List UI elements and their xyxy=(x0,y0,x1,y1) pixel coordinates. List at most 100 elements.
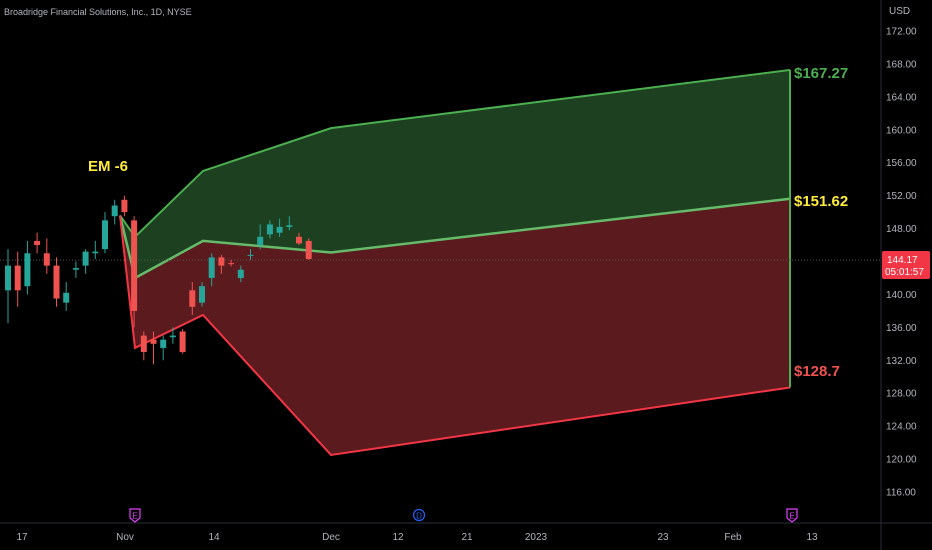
dividend-marker-icon xyxy=(412,508,426,522)
candle-body xyxy=(160,339,167,348)
candle-body xyxy=(169,335,176,338)
candle-body xyxy=(34,240,41,246)
y-tick-label: 172.00 xyxy=(886,27,917,38)
event-marker: E xyxy=(786,508,798,523)
candle-body xyxy=(218,257,225,266)
candle-body xyxy=(237,269,244,278)
x-tick-label: 13 xyxy=(806,532,818,543)
candle-body xyxy=(305,240,312,260)
upper-target-label: $167.27 xyxy=(794,65,848,82)
candle-body xyxy=(43,253,50,266)
candle xyxy=(228,259,235,267)
event-marker-letter: E xyxy=(789,512,794,521)
y-tick-label: 120.00 xyxy=(886,455,917,466)
x-tick-label: 12 xyxy=(392,532,404,543)
y-tick-label: 168.00 xyxy=(886,59,917,70)
candle xyxy=(218,254,225,274)
candle xyxy=(102,212,108,254)
candle-body xyxy=(63,292,70,303)
y-tick-label: 156.00 xyxy=(886,158,917,169)
candle xyxy=(286,216,293,231)
candle-body xyxy=(14,265,21,291)
candle-body xyxy=(257,236,264,246)
mid-band-line xyxy=(118,197,791,280)
y-tick-label: 124.00 xyxy=(886,422,917,433)
lower-band-line xyxy=(119,215,791,457)
price-tag-countdown: 05:01:57 xyxy=(885,267,924,278)
candle-body xyxy=(150,339,157,344)
candle xyxy=(14,251,21,307)
candlestick-series xyxy=(5,195,312,365)
candle xyxy=(63,282,70,311)
event-marker-letter: E xyxy=(132,512,137,521)
y-tick-label: 128.00 xyxy=(886,389,917,400)
price-tag-background xyxy=(882,251,930,279)
chart-title: Broadridge Financial Solutions, Inc., 1D… xyxy=(4,7,192,17)
expected-move-label: EM -6 xyxy=(88,158,128,175)
y-tick-label: 140.00 xyxy=(886,290,917,301)
candle-body xyxy=(53,265,60,299)
candle xyxy=(257,224,264,250)
event-marker: D xyxy=(412,508,426,522)
candle-body xyxy=(228,263,235,265)
candle xyxy=(92,240,99,260)
y-tick-label: 152.00 xyxy=(886,191,917,202)
candle xyxy=(169,327,176,344)
upper-band-line xyxy=(119,68,791,239)
x-tick-label: 14 xyxy=(208,532,220,543)
candle xyxy=(111,199,118,225)
candle-body xyxy=(102,220,108,250)
candle-body xyxy=(140,335,147,353)
y-tick-label: 148.00 xyxy=(886,224,917,235)
candle-body xyxy=(276,226,283,233)
candle-body xyxy=(111,205,118,217)
x-tick-label: 23 xyxy=(657,532,669,543)
lower-band-fill xyxy=(120,198,790,455)
y-tick-label: 132.00 xyxy=(886,356,917,367)
candle xyxy=(131,216,138,328)
candle xyxy=(160,335,167,361)
y-tick-label: 160.00 xyxy=(886,125,917,136)
event-marker-letter: D xyxy=(416,512,422,521)
candle-body xyxy=(121,199,128,213)
candle-body xyxy=(296,236,302,244)
candle xyxy=(43,238,50,274)
candle xyxy=(208,253,215,287)
candle xyxy=(276,218,283,237)
candle xyxy=(150,331,157,365)
candle-body xyxy=(286,225,293,227)
candle xyxy=(296,232,302,246)
candle-body xyxy=(5,265,11,291)
y-tick-label: 136.00 xyxy=(886,323,917,334)
x-tick-label: 17 xyxy=(16,532,28,543)
currency-label: USD xyxy=(889,6,910,17)
candle-body xyxy=(72,268,79,270)
candle-body xyxy=(131,220,138,311)
candle xyxy=(121,195,128,217)
candle xyxy=(34,232,41,254)
x-tick-label: 2023 xyxy=(525,532,548,543)
candle-body xyxy=(247,254,254,256)
candle-body xyxy=(24,253,31,287)
x-tick-label: Feb xyxy=(724,532,742,543)
candle-body xyxy=(266,224,273,235)
lower-target-label: $128.7 xyxy=(794,363,840,380)
candle-body xyxy=(179,331,186,353)
event-marker: E xyxy=(129,508,141,523)
candle xyxy=(72,261,79,278)
candle xyxy=(140,331,147,361)
x-tick-label: 21 xyxy=(461,532,473,543)
candle xyxy=(247,249,254,260)
mid-target-label: $151.62 xyxy=(794,193,848,210)
earnings-marker-icon xyxy=(786,508,798,523)
candle xyxy=(53,257,60,307)
price-tag-value: 144.17 xyxy=(887,255,918,266)
time-axis[interactable]: 17 Nov 14 Dec 12 21 2023 23 Feb 13 xyxy=(16,532,818,543)
earnings-marker-icon xyxy=(129,508,141,523)
candle xyxy=(237,265,244,283)
candle xyxy=(305,238,312,260)
current-price-tag: 144.17 05:01:57 xyxy=(882,251,930,279)
candle xyxy=(82,249,89,274)
